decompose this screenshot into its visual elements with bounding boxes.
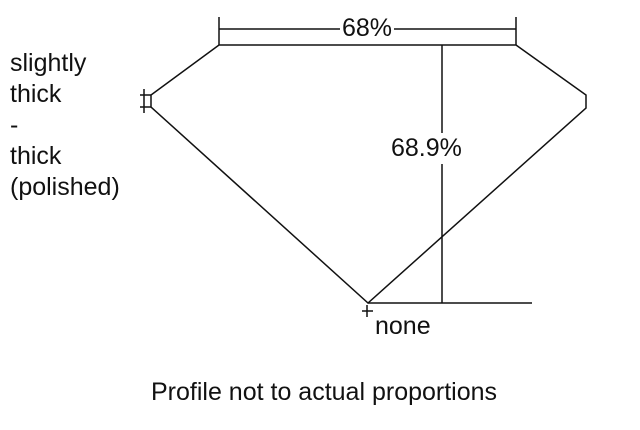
girdle-label-line: (polished): [10, 173, 120, 201]
girdle-label-line: thick: [10, 80, 62, 108]
girdle-label-line: slightly: [10, 49, 87, 77]
caption: Profile not to actual proportions: [151, 378, 498, 406]
culet-label: none: [375, 312, 431, 340]
depth-percentage: 68.9%: [389, 133, 464, 164]
profile-outline: [150, 44, 587, 305]
table-percentage: 68%: [340, 13, 395, 44]
girdle-label-line: thick: [10, 142, 62, 170]
girdle-label: slightly thick - thick (polished): [10, 48, 120, 203]
girdle-label-line: -: [10, 111, 19, 139]
